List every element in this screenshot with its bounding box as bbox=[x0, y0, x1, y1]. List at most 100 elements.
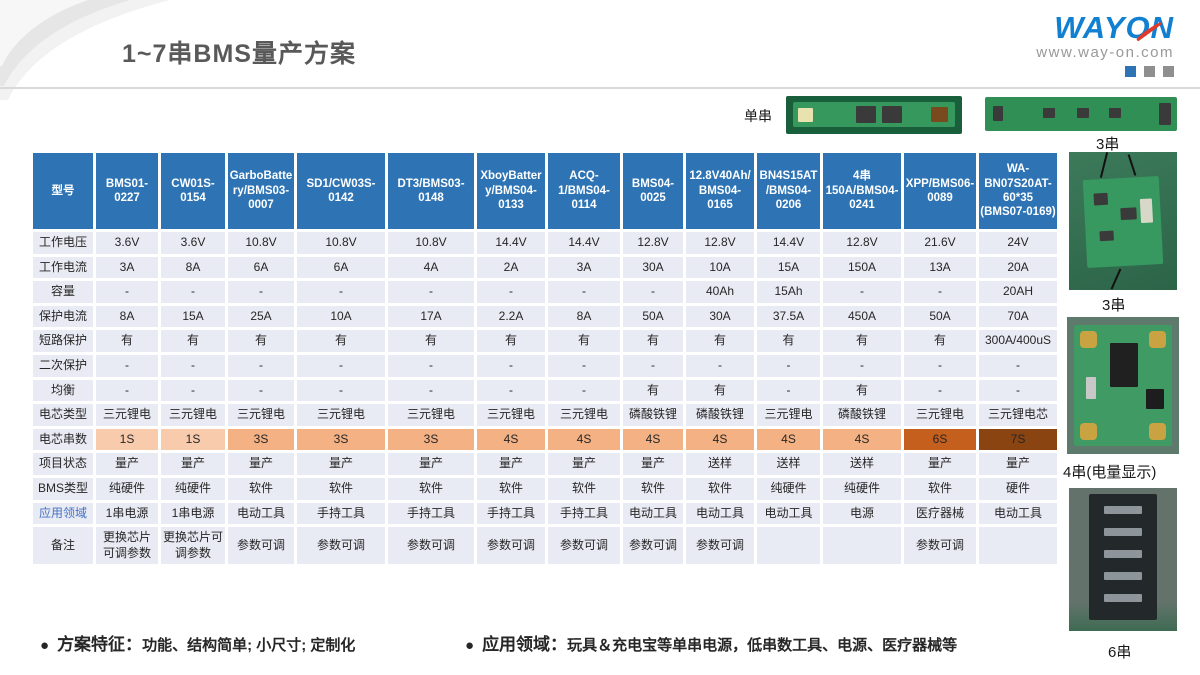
cell: 三元锂电 bbox=[757, 404, 820, 426]
cell: 3S bbox=[297, 428, 385, 451]
cell: 量产 bbox=[228, 453, 294, 475]
cell: - bbox=[548, 354, 620, 377]
column-header: WA-BN07S20AT-60*35 (BMS07-0169) bbox=[979, 153, 1057, 229]
pcb-photo-4s-board bbox=[1067, 317, 1179, 454]
cell: - bbox=[388, 281, 474, 303]
cell: 磷酸铁锂 bbox=[823, 404, 901, 426]
column-header: 4串150A/BMS04-0241 bbox=[823, 153, 901, 229]
bms-table: 型号 BMS01-0227 CW01S-0154 GarboBattery/BMS03… bbox=[30, 150, 1060, 568]
cell: 300A/400uS bbox=[979, 330, 1057, 352]
label-4s-board: 4串(电量显示) bbox=[1063, 464, 1157, 481]
application-bullet: ● 应用领域：玩具＆充电宝等单串电源，低串数工具、电源、医疗器械等 bbox=[465, 635, 958, 654]
column-header: XboyBattery/BMS04-0133 bbox=[477, 153, 545, 229]
row-label: 应用领域 bbox=[33, 502, 93, 525]
cell: 软件 bbox=[477, 477, 545, 500]
cell: 8A bbox=[96, 305, 158, 328]
cell: 三元锂电 bbox=[477, 404, 545, 426]
cell: 有 bbox=[228, 330, 294, 352]
cell: 10.8V bbox=[297, 232, 385, 254]
cell: 有 bbox=[96, 330, 158, 352]
row-label: 容量 bbox=[33, 281, 93, 303]
row-label: 项目状态 bbox=[33, 453, 93, 475]
cell: - bbox=[686, 354, 754, 377]
row-label: 保护电流 bbox=[33, 305, 93, 328]
cell: - bbox=[388, 379, 474, 402]
cell: 2A bbox=[477, 256, 545, 279]
cell: 12.8V bbox=[623, 232, 683, 254]
cell: 软件 bbox=[686, 477, 754, 500]
cell: 8A bbox=[161, 256, 225, 279]
cell bbox=[823, 527, 901, 565]
cell: 有 bbox=[904, 330, 976, 352]
cell: 手持工具 bbox=[548, 502, 620, 525]
cell: 参数可调 bbox=[297, 527, 385, 565]
cell: 15A bbox=[757, 256, 820, 279]
cell: 1串电源 bbox=[96, 502, 158, 525]
cell: - bbox=[757, 354, 820, 377]
cell: 有 bbox=[686, 330, 754, 352]
cell: 13A bbox=[904, 256, 976, 279]
row-label: 备注 bbox=[33, 527, 93, 565]
cell: 三元锂电 bbox=[228, 404, 294, 426]
cell: 更换芯片可调参数 bbox=[96, 527, 158, 565]
cell: 参数可调 bbox=[228, 527, 294, 565]
cell: 有 bbox=[823, 379, 901, 402]
cell: 纯硬件 bbox=[757, 477, 820, 500]
pcb-photo-3s-board bbox=[1069, 152, 1177, 290]
row-label: BMS类型 bbox=[33, 477, 93, 500]
cell: 6A bbox=[228, 256, 294, 279]
cell: 450A bbox=[823, 305, 901, 328]
cell: - bbox=[623, 354, 683, 377]
column-header: DT3/BMS03-0148 bbox=[388, 153, 474, 229]
row-label-header: 型号 bbox=[33, 153, 93, 229]
cell: 软件 bbox=[297, 477, 385, 500]
row-label: 工作电流 bbox=[33, 256, 93, 279]
cell: - bbox=[477, 281, 545, 303]
cell: 20A bbox=[979, 256, 1057, 279]
cell: - bbox=[228, 281, 294, 303]
cell: 参数可调 bbox=[477, 527, 545, 565]
row-label: 电芯串数 bbox=[33, 428, 93, 451]
cell: 有 bbox=[297, 330, 385, 352]
cell: 手持工具 bbox=[297, 502, 385, 525]
wayon-logo-text: WAYON bbox=[1054, 10, 1174, 45]
cell: 有 bbox=[548, 330, 620, 352]
pcb-photo-3s-strip bbox=[985, 97, 1177, 131]
row-label: 均衡 bbox=[33, 379, 93, 402]
cell: 50A bbox=[904, 305, 976, 328]
cell: - bbox=[297, 281, 385, 303]
cell: 手持工具 bbox=[388, 502, 474, 525]
cell: 有 bbox=[623, 379, 683, 402]
cell: 有 bbox=[161, 330, 225, 352]
cell: 有 bbox=[477, 330, 545, 352]
cell: 10A bbox=[297, 305, 385, 328]
cell: 三元锂电 bbox=[297, 404, 385, 426]
cell: 15A bbox=[161, 305, 225, 328]
cell: - bbox=[979, 354, 1057, 377]
cell: 4S bbox=[686, 428, 754, 451]
cell: 24V bbox=[979, 232, 1057, 254]
bullet-icon: ● bbox=[40, 637, 50, 654]
cell: 医疗器械 bbox=[904, 502, 976, 525]
cell: 4S bbox=[548, 428, 620, 451]
cell: 软件 bbox=[388, 477, 474, 500]
cell: 有 bbox=[388, 330, 474, 352]
cell: 三元锂电 bbox=[548, 404, 620, 426]
logo-squares-decoration bbox=[1036, 66, 1174, 77]
cell: 10A bbox=[686, 256, 754, 279]
row-label: 二次保护 bbox=[33, 354, 93, 377]
label-3s-board: 3串 bbox=[1102, 297, 1126, 314]
cell: 3.6V bbox=[161, 232, 225, 254]
cell: 量产 bbox=[548, 453, 620, 475]
cell: 电动工具 bbox=[979, 502, 1057, 525]
cell: 量产 bbox=[388, 453, 474, 475]
cell: 手持工具 bbox=[477, 502, 545, 525]
cell: 软件 bbox=[904, 477, 976, 500]
cell: 50A bbox=[623, 305, 683, 328]
column-header: CW01S-0154 bbox=[161, 153, 225, 229]
cell: 14.4V bbox=[757, 232, 820, 254]
cell: 硬件 bbox=[979, 477, 1057, 500]
column-header: BMS01-0227 bbox=[96, 153, 158, 229]
cell: 2.2A bbox=[477, 305, 545, 328]
cell: 37.5A bbox=[757, 305, 820, 328]
